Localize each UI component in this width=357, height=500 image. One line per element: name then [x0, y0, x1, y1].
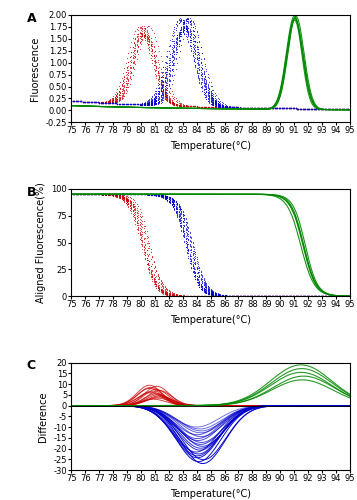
X-axis label: Temperature(°C): Temperature(°C): [170, 315, 251, 325]
Y-axis label: Difference: Difference: [38, 391, 48, 442]
Text: B: B: [27, 186, 36, 198]
X-axis label: Temperature(°C): Temperature(°C): [170, 141, 251, 151]
Y-axis label: Fluorescence: Fluorescence: [30, 36, 40, 101]
Y-axis label: Aligned Fluorescence(%): Aligned Fluorescence(%): [36, 182, 46, 303]
Text: A: A: [27, 12, 36, 25]
Text: C: C: [27, 360, 36, 372]
X-axis label: Temperature(°C): Temperature(°C): [170, 488, 251, 498]
